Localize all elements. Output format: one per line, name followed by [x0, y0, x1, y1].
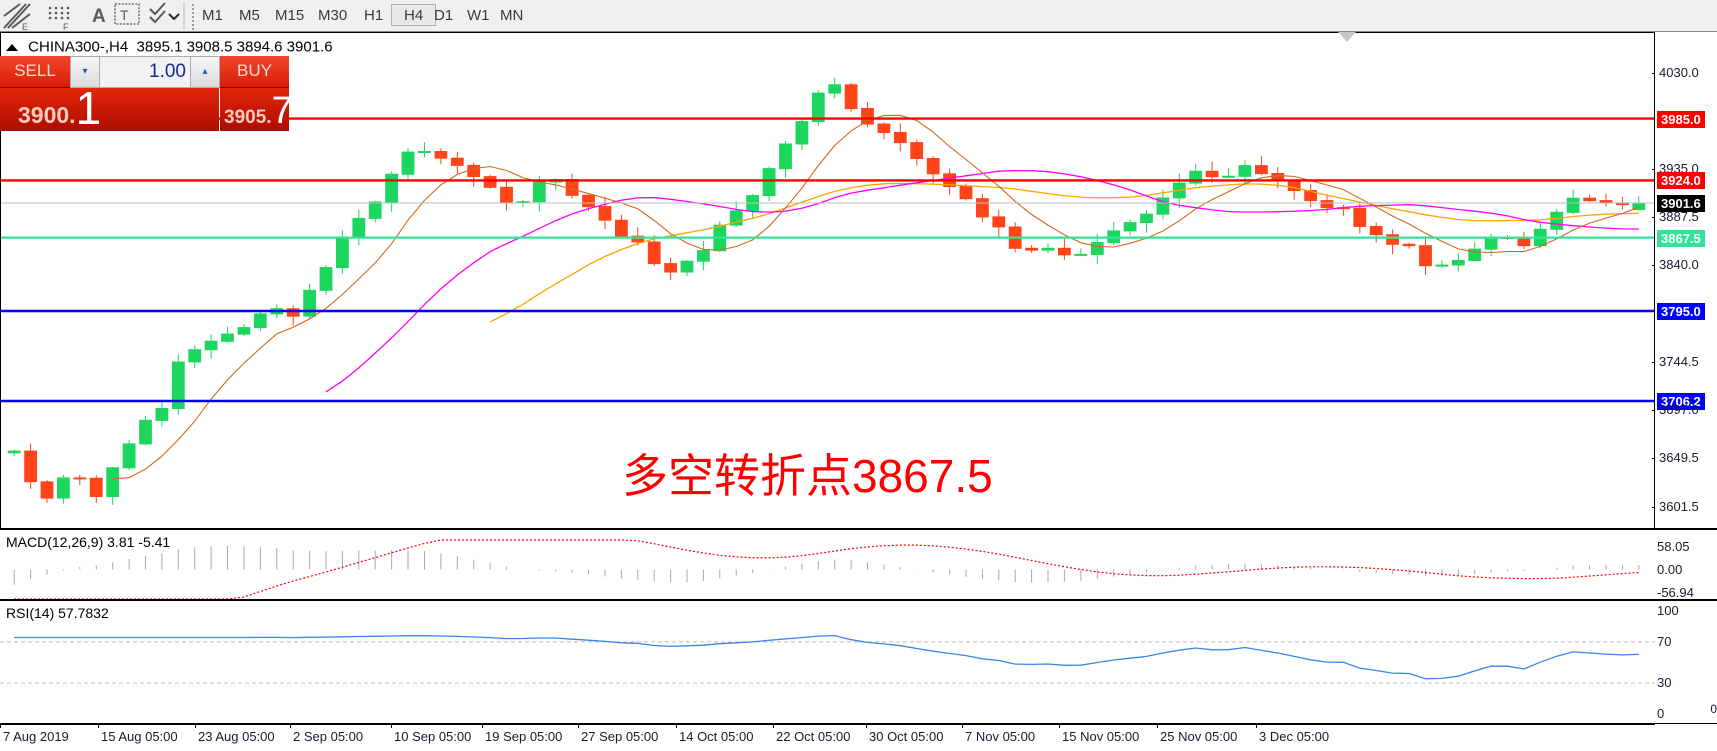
svg-text:A: A	[92, 6, 106, 27]
svg-text:E: E	[22, 22, 28, 32]
svg-text:T: T	[120, 7, 129, 23]
svg-text:多空转折点3867.5: 多空转折点3867.5	[622, 450, 993, 502]
svg-text:F: F	[63, 22, 69, 32]
